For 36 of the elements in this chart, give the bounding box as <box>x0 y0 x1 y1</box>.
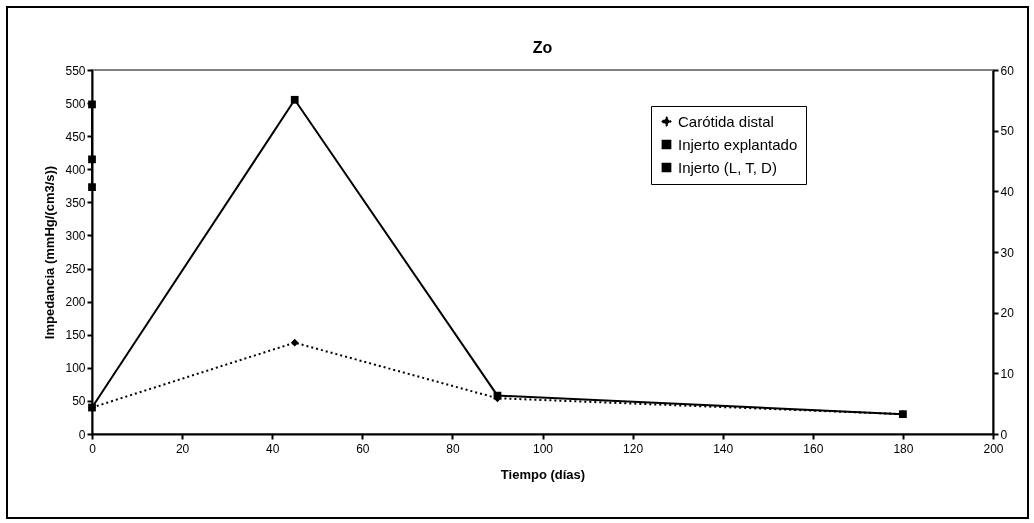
y-tick-label: 100 <box>65 361 86 376</box>
y2-tick-label: 10 <box>1000 366 1015 381</box>
y-tick-label: 0 <box>78 427 86 442</box>
y-tick-label: 50 <box>72 394 86 409</box>
y2-tick-label: 50 <box>1000 124 1015 139</box>
x-tick-label: 160 <box>803 441 824 456</box>
y-tick-label: 200 <box>65 295 86 310</box>
y-tick-label: 500 <box>65 96 86 111</box>
legend-label: Carótida distal <box>678 112 774 130</box>
y-tick-label: 300 <box>65 228 86 243</box>
legend-label: Injerto explantado <box>678 135 798 153</box>
legend-label: Injerto (L, T, D) <box>678 158 777 176</box>
x-tick-label: 60 <box>356 441 370 456</box>
x-tick-label: 80 <box>446 441 460 456</box>
y2-tick-label: 60 <box>1000 63 1015 78</box>
y-tick-label: 250 <box>65 262 86 277</box>
y-tick-label: 550 <box>65 63 86 78</box>
x-axis-title: Tiempo (días) <box>500 466 586 482</box>
chart-title: Zo <box>532 39 553 56</box>
y-tick-label: 350 <box>65 195 86 210</box>
x-tick-label: 0 <box>89 441 97 456</box>
x-tick-label: 20 <box>175 441 190 456</box>
x-tick-label: 200 <box>983 441 1004 456</box>
x-tick-label: 140 <box>713 441 734 456</box>
y2-tick-label: 0 <box>1000 427 1008 442</box>
y2-tick-label: 40 <box>1000 184 1015 199</box>
y-axis-title: Impedancia (mmHg/(cm3/s)) <box>42 165 58 340</box>
x-tick-label: 180 <box>893 441 914 456</box>
x-tick-label: 100 <box>532 441 554 456</box>
x-tick-label: 120 <box>623 441 644 456</box>
y-tick-label: 400 <box>65 162 86 177</box>
y2-tick-label: 20 <box>1000 306 1015 321</box>
y2-tick-label: 30 <box>1000 245 1015 260</box>
y-tick-label: 150 <box>65 328 86 343</box>
x-tick-label: 40 <box>266 441 280 456</box>
y-tick-label: 450 <box>65 129 86 144</box>
